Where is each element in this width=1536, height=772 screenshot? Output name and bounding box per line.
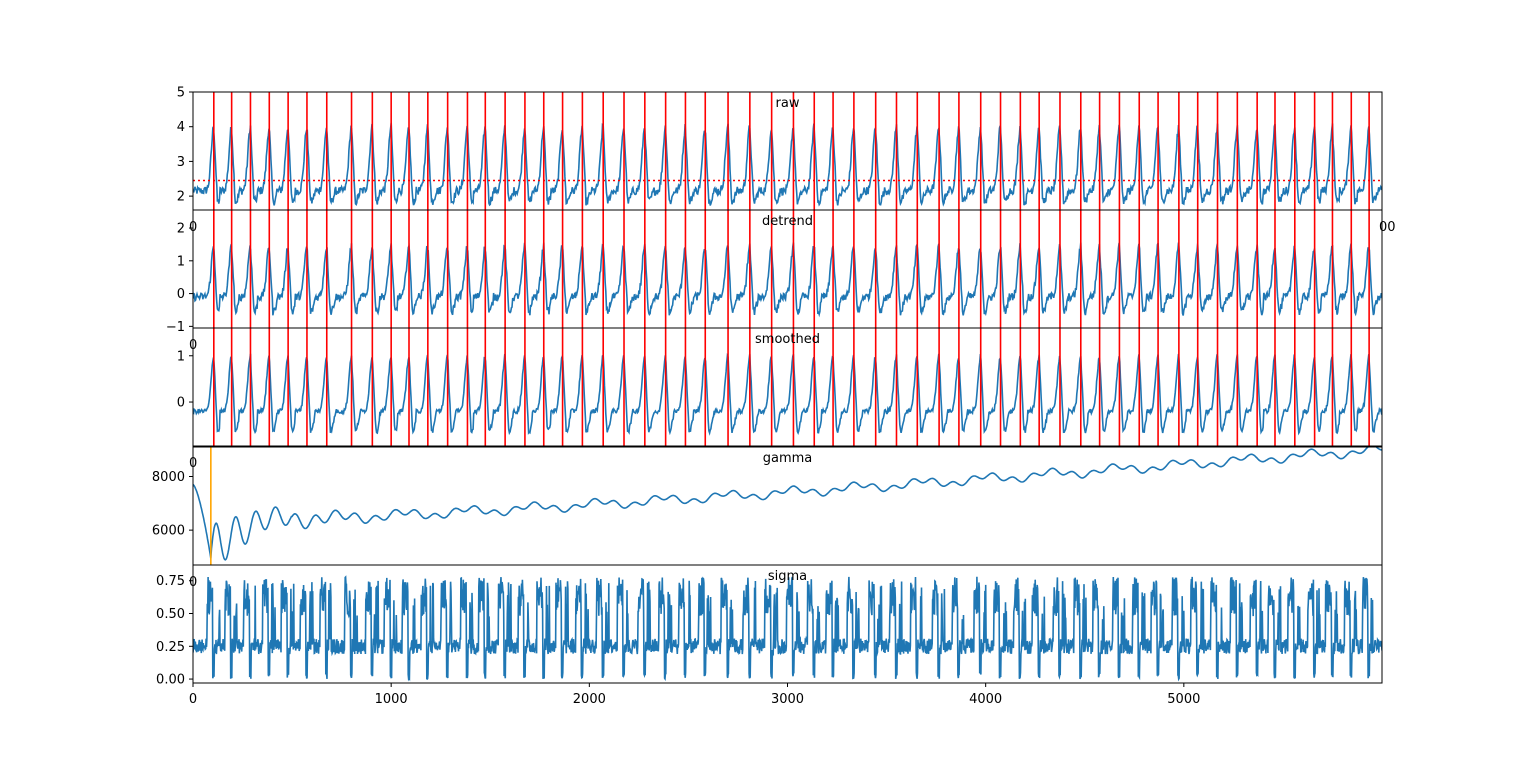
y-tick-label: 1: [177, 254, 185, 269]
plot-area: [193, 328, 1382, 446]
plot-area: [193, 447, 1382, 565]
y-tick-label: −1: [166, 320, 185, 335]
y-tick-label: 0: [177, 396, 185, 411]
x-tick-label: 4000: [969, 692, 1002, 707]
series-line: [193, 122, 1382, 207]
plot-area: [193, 210, 1382, 328]
y-tick-label: 0.25: [156, 640, 185, 655]
panel-title: detrend: [762, 214, 813, 229]
panel-title: smoothed: [755, 332, 820, 347]
panel-title: raw: [776, 96, 800, 111]
series-line: [193, 241, 1382, 318]
panel-title: gamma: [763, 451, 813, 466]
panel-sigma: 0.00 0.25 0.50 0.75 sigma 0 1000 2000 3000 4000 50…: [156, 564, 1383, 707]
x-tick-label: 2000: [573, 692, 606, 707]
x-tick-label-partial: 00: [1379, 220, 1396, 235]
y-tick-label: 5: [177, 86, 185, 101]
y-tick-label: 2: [177, 190, 185, 205]
x-tick-label: 5000: [1167, 692, 1200, 707]
series-line: [193, 447, 1382, 561]
y-tick-label: 8000: [152, 470, 185, 485]
plot-area: [193, 92, 1382, 210]
x-tick-label: 3000: [771, 692, 804, 707]
y-tick-label: 1: [177, 349, 185, 364]
y-tick-label: 0.50: [156, 607, 185, 622]
y-tick-label: 0.75: [156, 574, 185, 589]
y-tick-label: 0.00: [156, 673, 185, 688]
axes-frame: [192, 327, 1383, 447]
series-line: [193, 575, 1382, 682]
panel-title: sigma: [768, 569, 807, 584]
y-tick-label: 0: [177, 287, 185, 302]
y-tick-label: 6000: [152, 524, 185, 539]
x-tick-label: 1000: [375, 692, 408, 707]
x-tick-label: 0: [189, 692, 197, 707]
y-tick-label: 2: [177, 222, 185, 237]
series-line: [193, 352, 1382, 436]
plot-area: [193, 575, 1382, 682]
y-tick-label: 3: [177, 155, 185, 170]
y-tick-label: 4: [177, 120, 185, 135]
